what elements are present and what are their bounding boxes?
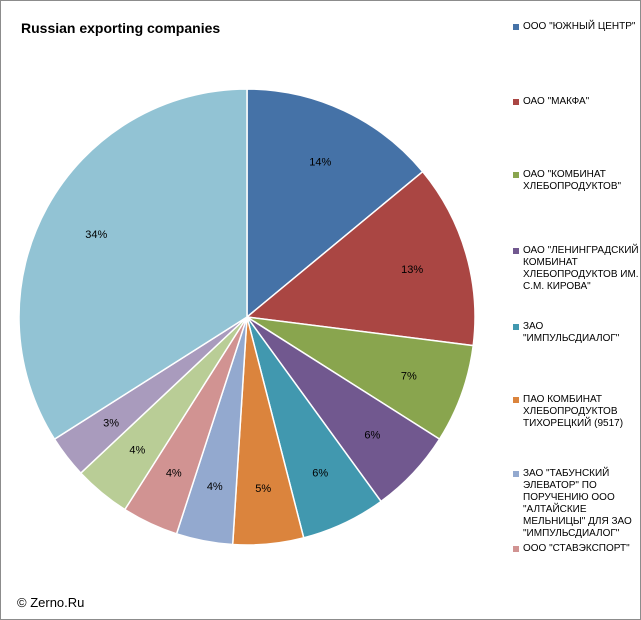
legend-swatch: [513, 24, 519, 30]
legend-label: ОАО "КОМБИНАТ ХЛЕБОПРОДУКТОВ": [523, 169, 622, 192]
pie-slice-11: [18, 88, 248, 441]
legend-label: ООО "СТАВЭКСПОРТ": [523, 543, 630, 554]
pie-slice-label-5: 6%: [312, 468, 328, 480]
legend-item-5: ЗАО "ИМПУЛЬСДИАЛОГ": [513, 321, 640, 345]
pie-slice-label-6: 5%: [255, 483, 271, 495]
chart-title: Russian exporting companies: [21, 20, 221, 36]
pie-slice-label-1: 14%: [309, 156, 331, 168]
legend-swatch: [513, 99, 519, 105]
legend-item-6: ПАО КОМБИНАТ ХЛЕБОПРОДУКТОВ ТИХОРЕЦКИЙ (…: [513, 394, 640, 430]
legend-item-4: ОАО "ЛЕНИНГРАДСКИЙ КОМБИНАТ ХЛЕБОПРОДУКТ…: [513, 245, 640, 293]
pie-slice-label-9: 4%: [129, 445, 145, 457]
legend-label: ОАО "МАКФА": [523, 96, 590, 107]
legend-swatch: [513, 471, 519, 477]
legend-swatch: [513, 546, 519, 552]
legend-swatch: [513, 172, 519, 178]
chart-legend: ООО "ЮЖНЫЙ ЦЕНТР" ОАО "МАКФА" ОАО "КОМБИНА…: [513, 1, 640, 619]
pie-slice-label-4: 6%: [364, 430, 380, 442]
copyright-text: © Zerno.Ru: [17, 595, 85, 610]
legend-item-2: ОАО "МАКФА": [513, 96, 640, 108]
legend-item-7: ЗАО "ТАБУНСКИЙ ЭЛЕВАТОР" ПО ПОРУЧЕНИЮ ОО…: [513, 468, 640, 540]
legend-swatch: [513, 397, 519, 403]
pie-slice-label-3: 7%: [401, 370, 417, 382]
legend-label: ПАО КОМБИНАТ ХЛЕБОПРОДУКТОВ ТИХОРЕЦКИЙ (…: [523, 394, 624, 429]
legend-label: ОАО "ЛЕНИНГРАДСКИЙ КОМБИНАТ ХЛЕБОПРОДУКТ…: [523, 245, 639, 292]
pie-slice-label-10: 3%: [103, 417, 119, 429]
legend-swatch: [513, 324, 519, 330]
pie-slice-label-11: 34%: [85, 229, 107, 241]
legend-item-1: ООО "ЮЖНЫЙ ЦЕНТР": [513, 21, 640, 33]
legend-label: ЗАО "ИМПУЛЬСДИАЛОГ": [523, 321, 620, 344]
pie-slice-label-2: 13%: [401, 264, 423, 276]
legend-item-3: ОАО "КОМБИНАТ ХЛЕБОПРОДУКТОВ": [513, 169, 640, 193]
pie-slice-1: [246, 88, 424, 319]
legend-label: ООО "ЮЖНЫЙ ЦЕНТР": [523, 21, 636, 32]
pie-chart: 14% 13% 7% 6% 6% 5% 4% 4% 4% 3% 34%: [18, 88, 476, 546]
pie-slice-2: [245, 170, 476, 347]
legend-item-8: ООО "СТАВЭКСПОРТ": [513, 543, 640, 555]
pie-slice-label-8: 4%: [166, 468, 182, 480]
legend-label: ЗАО "ТАБУНСКИЙ ЭЛЕВАТОР" ПО ПОРУЧЕНИЮ ОО…: [523, 468, 632, 539]
pie-slice-label-7: 4%: [207, 481, 223, 493]
legend-swatch: [513, 248, 519, 254]
